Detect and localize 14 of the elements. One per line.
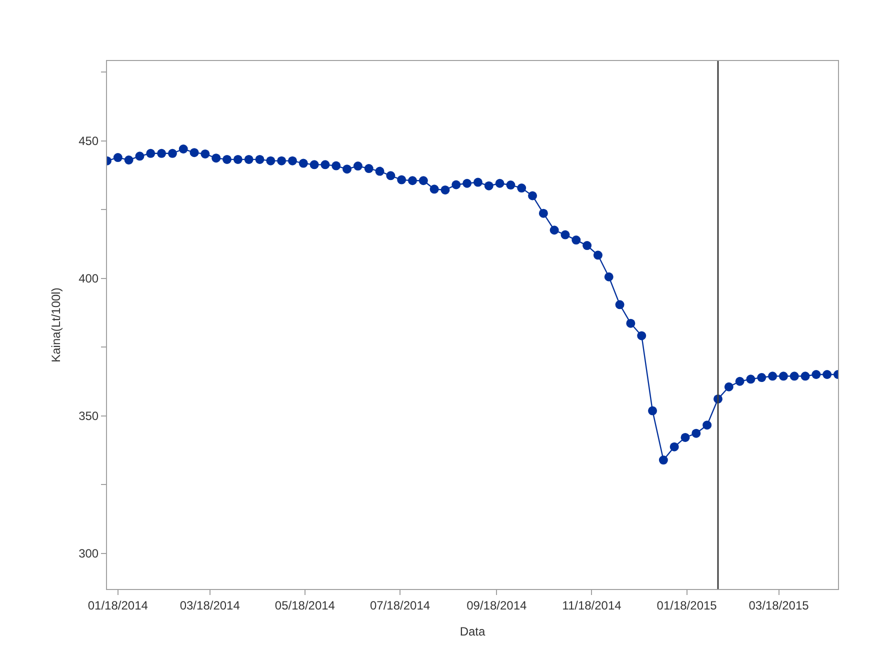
x-tick-label: 01/18/2015 [656, 598, 718, 612]
x-tick-label: 07/18/2014 [370, 598, 430, 612]
y-axis-title: Kaina(Lt/100l) [48, 288, 63, 362]
y-tick-label: 450 [78, 134, 99, 148]
x-tick-label: 01/18/2014 [88, 598, 148, 612]
x-tick-label: 03/18/2014 [180, 598, 240, 612]
x-tick-label: 03/18/2015 [748, 598, 810, 612]
x-tick-label: 11/18/2014 [562, 598, 622, 612]
y-tick-label: 350 [78, 408, 99, 423]
x-tick-label: 05/18/2014 [274, 598, 336, 612]
y-tick-label: 400 [78, 271, 99, 286]
y-tick-label: 300 [78, 546, 99, 560]
x-tick-label: 09/18/2014 [466, 598, 528, 612]
x-axis-title: Data [460, 624, 486, 638]
